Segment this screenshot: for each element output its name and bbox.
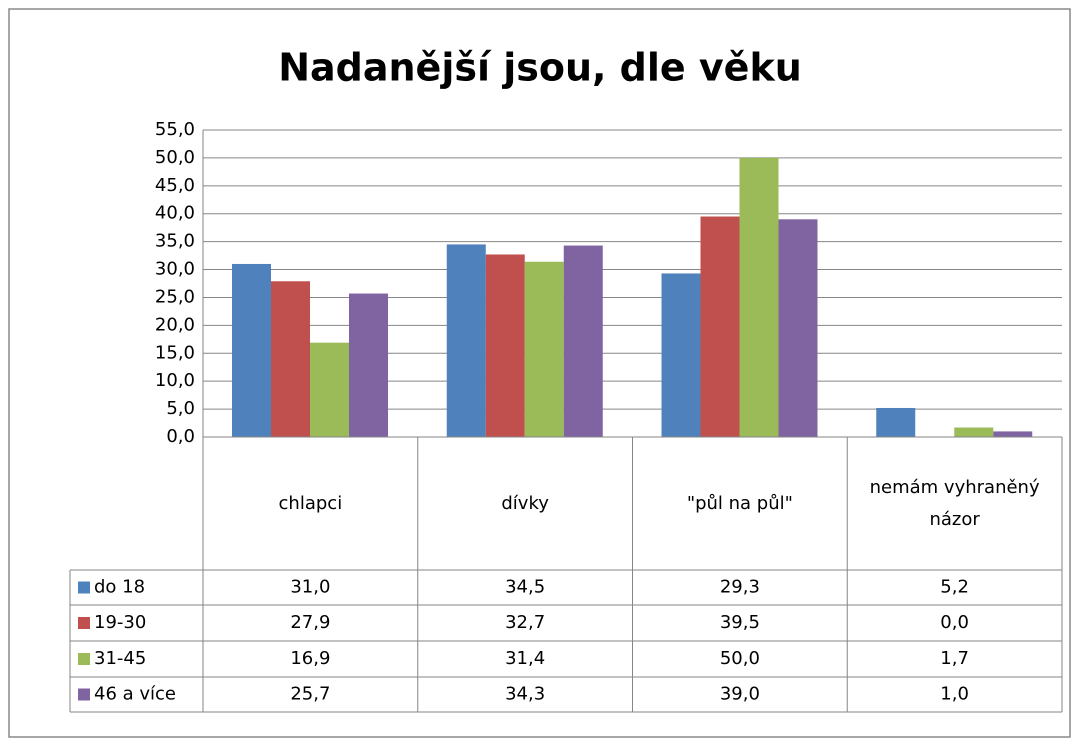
legend-swatch	[78, 653, 90, 665]
bar	[232, 263, 271, 437]
data-label: 31,4	[505, 648, 545, 669]
y-tick-label: 35,0	[155, 231, 195, 252]
x-tick-label-box: "půl na půl"	[686, 492, 793, 514]
y-tick-label: 55,0	[155, 119, 195, 140]
bar	[271, 281, 310, 437]
bar	[739, 157, 779, 437]
bar	[349, 293, 388, 437]
data-label: 27,9	[290, 612, 330, 633]
data-label: 34,3	[505, 684, 545, 705]
x-tick-label-box: chlapci	[278, 492, 343, 514]
x-tick-label: "půl na půl"	[686, 492, 793, 514]
bar	[446, 244, 486, 437]
y-tick-label: 0,0	[166, 426, 195, 447]
legend-label: 31-45	[94, 648, 146, 669]
legend-label: 46 a více	[94, 684, 176, 705]
bar	[661, 273, 701, 437]
bar	[876, 407, 916, 437]
bar	[563, 245, 603, 437]
chart-title: Nadanější jsou, dle věku	[278, 46, 802, 90]
legend-swatch	[78, 617, 90, 629]
y-tick-label: 15,0	[155, 342, 195, 363]
data-label: 25,7	[290, 684, 330, 705]
y-tick-label: 5,0	[166, 398, 195, 419]
x-tick-label-box: dívky	[501, 492, 549, 514]
data-label: 5,2	[940, 577, 969, 598]
data-label: 16,9	[290, 648, 330, 669]
data-label: 31,0	[290, 577, 330, 598]
data-label: 1,7	[940, 648, 969, 669]
bar	[524, 261, 564, 437]
data-label: 32,7	[505, 612, 545, 633]
data-label: 1,0	[940, 684, 969, 705]
y-tick-label: 30,0	[155, 259, 195, 280]
y-tick-label: 50,0	[155, 147, 195, 168]
bar	[993, 431, 1033, 437]
y-tick-label: 20,0	[155, 314, 195, 335]
bar	[778, 219, 818, 437]
data-label: 39,5	[720, 612, 760, 633]
legend-swatch	[78, 581, 90, 594]
x-tick-label: dívky	[501, 492, 549, 514]
x-tick-label: chlapci	[278, 492, 343, 514]
legend-swatch	[78, 688, 90, 701]
legend-label: 19-30	[94, 612, 146, 633]
bar	[954, 427, 994, 437]
x-tick-label: nemám vyhraněný názor	[869, 476, 1040, 530]
bar	[485, 254, 525, 437]
data-label: 50,0	[720, 648, 760, 669]
y-tick-label: 45,0	[155, 175, 195, 196]
bar	[700, 216, 740, 437]
data-label: 34,5	[505, 577, 545, 598]
data-label: 39,0	[720, 684, 760, 705]
legend-label: do 18	[94, 577, 145, 598]
y-tick-label: 10,0	[155, 370, 195, 391]
bar	[310, 342, 349, 437]
y-tick-label: 40,0	[155, 203, 195, 224]
y-tick-label: 25,0	[155, 286, 195, 307]
x-tick-label-box: nemám vyhraněný názor	[869, 476, 1040, 530]
data-label: 29,3	[720, 577, 760, 598]
data-label: 0,0	[940, 612, 969, 633]
